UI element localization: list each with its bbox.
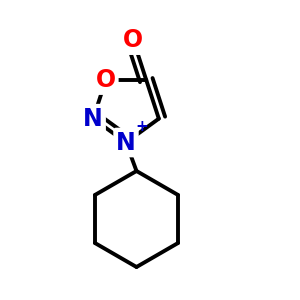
Text: O: O <box>123 28 143 52</box>
Text: N: N <box>116 130 136 154</box>
Text: N: N <box>83 107 103 131</box>
Text: O: O <box>96 68 116 92</box>
Text: +: + <box>135 119 148 134</box>
